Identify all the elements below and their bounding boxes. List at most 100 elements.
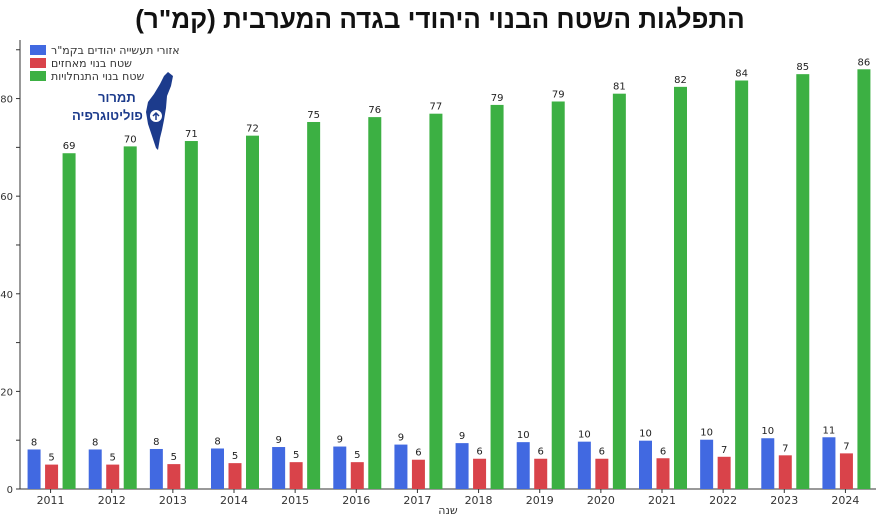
- data-label: 5: [110, 453, 116, 464]
- bar-industrial: [455, 443, 469, 489]
- data-label: 5: [232, 451, 238, 462]
- bar-settlements: [735, 80, 749, 490]
- data-label: 8: [214, 436, 220, 447]
- data-label: 6: [599, 447, 605, 458]
- legend-label-outposts: שטח בנוי מאחזים: [51, 56, 132, 70]
- x-tick-label: 2021: [648, 494, 676, 507]
- x-tick-label: 2013: [159, 494, 187, 507]
- bar-industrial: [394, 444, 408, 489]
- data-label: 10: [761, 426, 774, 437]
- y-tick-label: 60: [0, 192, 13, 203]
- bar-industrial: [272, 447, 286, 489]
- data-label: 7: [843, 441, 849, 452]
- bar-settlements: [184, 141, 198, 489]
- data-label: 8: [31, 437, 37, 448]
- logo-line1: תמרור: [98, 90, 136, 105]
- data-label: 9: [275, 435, 281, 446]
- x-tick-label: 2018: [465, 494, 493, 507]
- data-label: 6: [476, 447, 482, 458]
- x-tick-label: 2014: [220, 494, 248, 507]
- bar-industrial: [27, 449, 41, 489]
- data-label: 5: [171, 452, 177, 463]
- x-tick-label: 2016: [342, 494, 370, 507]
- x-tick-label: 2011: [37, 494, 65, 507]
- data-label: 10: [700, 428, 713, 439]
- data-label: 8: [153, 437, 159, 448]
- data-label: 8: [92, 437, 98, 448]
- bar-outposts: [167, 464, 181, 489]
- data-label: 69: [63, 141, 76, 152]
- map-shape-icon: [146, 72, 173, 150]
- data-label: 10: [517, 430, 530, 441]
- bar-industrial: [149, 448, 163, 489]
- legend-label-industrial: אזורי תעשייה יהודים בקמ"ר: [51, 43, 180, 57]
- bar-outposts: [839, 453, 853, 489]
- data-label: 7: [721, 445, 727, 456]
- data-label: 5: [48, 453, 54, 464]
- data-label: 10: [578, 430, 591, 441]
- legend-item-outposts: שטח בנוי מאחזים: [30, 56, 180, 70]
- bar-outposts: [473, 458, 487, 489]
- y-tick-label: 20: [0, 387, 13, 398]
- bar-settlements: [123, 146, 137, 489]
- bar-settlements: [551, 101, 565, 490]
- data-label: 70: [124, 134, 137, 145]
- bar-outposts: [717, 456, 731, 489]
- data-label: 75: [307, 110, 320, 121]
- data-label: 9: [337, 435, 343, 446]
- data-label: 86: [858, 57, 871, 68]
- bar-industrial: [211, 448, 224, 489]
- logo-line2: פוליטוגרפיה: [72, 108, 143, 123]
- bar-settlements: [857, 69, 871, 490]
- x-tick-label: 2015: [281, 494, 309, 507]
- bar-settlements: [796, 74, 810, 490]
- bar-settlements: [674, 86, 687, 489]
- bar-industrial: [333, 446, 347, 489]
- data-label: 72: [246, 124, 259, 135]
- bar-settlements: [368, 117, 382, 489]
- x-axis-title: שנה: [438, 504, 458, 517]
- bar-settlements: [307, 121, 321, 489]
- brand-logo: תמרור פוליטוגרפיה: [70, 70, 180, 155]
- legend-swatch-settlements: [30, 71, 46, 81]
- x-tick-label: 2012: [98, 494, 126, 507]
- data-label: 11: [823, 425, 836, 436]
- data-label: 5: [293, 450, 299, 461]
- y-tick-label: 0: [7, 485, 13, 496]
- data-label: 6: [538, 447, 544, 458]
- y-tick-label: 40: [0, 290, 13, 301]
- bar-industrial: [700, 439, 714, 489]
- data-label: 9: [459, 431, 465, 442]
- bar-outposts: [289, 462, 303, 489]
- data-label: 6: [415, 448, 421, 459]
- data-label: 82: [674, 75, 687, 86]
- x-tick-label: 2019: [526, 494, 554, 507]
- data-label: 10: [639, 429, 652, 440]
- data-label: 79: [491, 93, 504, 104]
- data-label: 5: [354, 450, 360, 461]
- chart-legend: אזורי תעשייה יהודים בקמ"ר שטח בנוי מאחזי…: [30, 44, 180, 83]
- bar-industrial: [88, 449, 102, 489]
- bar-settlements: [429, 113, 443, 489]
- x-tick-label: 2023: [770, 494, 798, 507]
- bar-industrial: [516, 442, 530, 489]
- bar-settlements: [246, 135, 259, 489]
- data-label: 84: [735, 69, 748, 80]
- legend-swatch-industrial: [30, 45, 46, 55]
- bar-settlements: [612, 93, 626, 489]
- data-label: 9: [398, 433, 404, 444]
- bar-industrial: [761, 438, 775, 489]
- bar-settlements: [62, 153, 76, 490]
- bar-outposts: [595, 458, 609, 489]
- bar-outposts: [778, 455, 792, 489]
- bar-outposts: [106, 464, 120, 489]
- data-label: 85: [796, 62, 809, 73]
- bar-outposts: [411, 459, 425, 489]
- legend-label-settlements: שטח בנוי התנחלויות: [51, 69, 145, 83]
- x-tick-label: 2017: [403, 494, 431, 507]
- bar-outposts: [534, 458, 548, 489]
- y-tick-label: 80: [0, 95, 13, 106]
- chart-title: התפלגות השטח הבנוי היהודי בגדה המערבית (…: [135, 4, 745, 34]
- bar-outposts: [656, 458, 670, 489]
